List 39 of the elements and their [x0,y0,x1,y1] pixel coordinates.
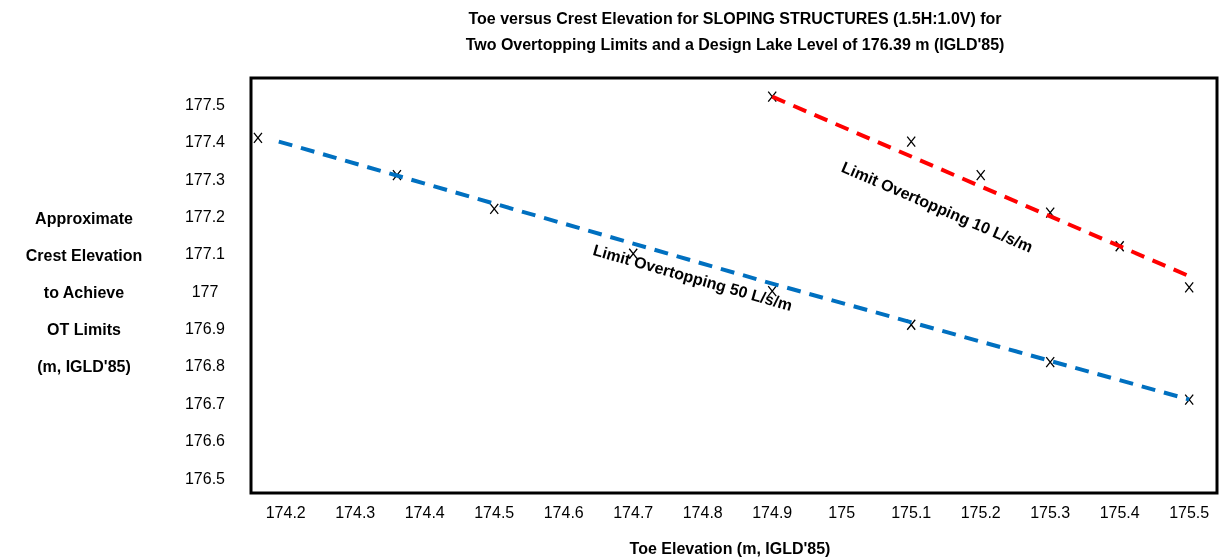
x-tick-label: 175.4 [1099,504,1140,521]
y-tick-label: 177.2 [184,207,226,225]
point [906,135,916,148]
y-tick-label: 177.3 [184,170,226,188]
point [253,132,263,144]
x-tick-label: 174.9 [752,504,793,521]
point [1115,240,1125,252]
point [767,91,777,103]
point [976,169,986,181]
y-tick-label: 176.9 [184,320,226,338]
x-tick-label: 175.2 [960,504,1001,521]
x-tick-label: 175.5 [1169,504,1210,521]
y-tick-label: 176.6 [184,432,226,450]
y-tick-label: 176.5 [184,469,226,487]
point [1184,393,1194,406]
point [489,203,499,215]
point [1045,206,1055,219]
x-tick-label: 174.5 [474,504,515,521]
text: Approximate Crest Elevation to Achieve OT Limits (m, IGLD'85) [25,209,143,375]
y-tick-label: 176.8 [184,357,226,375]
chart-title: Toe versus Crest Elevation for SLOPING STRUCTURES (1.5H:1.0V) for Two Overtopping Limits and a Design Lake Level of 176.39 m (IGLD'85) [465,10,1005,53]
point [1045,356,1055,368]
y-tick-label: 177 [191,282,219,300]
x-tick-label: 174.2 [265,504,306,521]
x-tick-label: 175.1 [891,504,932,521]
point [392,169,402,181]
x-tick-label: 175.3 [1030,504,1071,521]
x-tick-label: 174.7 [613,504,654,521]
x-tick-label: 174.8 [682,504,723,521]
point [1184,281,1194,294]
y-tick-label: 176.7 [184,394,226,412]
x-tick-label: 174.4 [404,504,445,521]
y-tick-label: 177.4 [184,133,226,151]
x-tick-label: 175 [828,504,856,521]
x-tick-label: 174.3 [335,504,376,521]
x-axis-title: Toe Elevation (m, IGLD'85) [629,540,831,557]
y-tick-label: 177.5 [184,95,226,113]
y-tick-label: 177.1 [184,245,226,263]
x-tick-label: 174.6 [543,504,584,521]
